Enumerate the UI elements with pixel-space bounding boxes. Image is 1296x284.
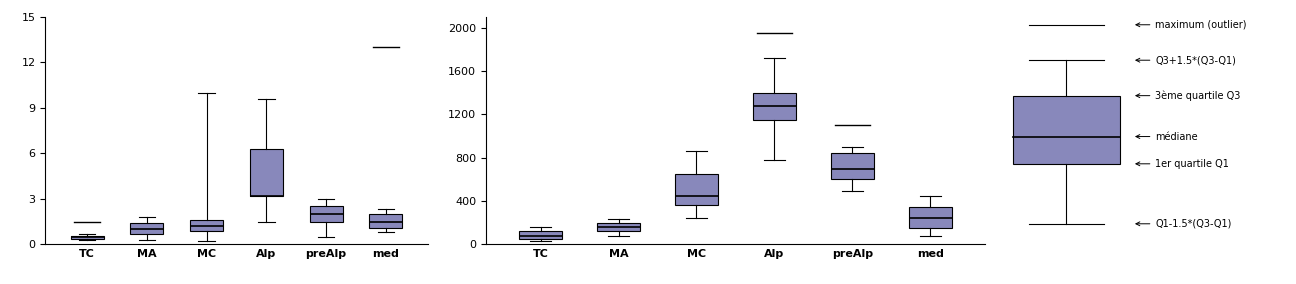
Text: maximum (outlier): maximum (outlier) — [1135, 20, 1247, 30]
Bar — [1012, 96, 1120, 164]
PathPatch shape — [753, 93, 796, 120]
PathPatch shape — [675, 174, 718, 205]
Text: 1er quartile Q1: 1er quartile Q1 — [1135, 159, 1230, 169]
PathPatch shape — [597, 223, 640, 231]
PathPatch shape — [831, 153, 874, 179]
Text: médiane: médiane — [1135, 131, 1198, 141]
Text: Q3+1.5*(Q3-Q1): Q3+1.5*(Q3-Q1) — [1135, 55, 1236, 65]
PathPatch shape — [369, 214, 402, 227]
PathPatch shape — [71, 236, 104, 239]
PathPatch shape — [520, 231, 562, 239]
PathPatch shape — [131, 223, 163, 234]
PathPatch shape — [310, 206, 342, 222]
PathPatch shape — [908, 207, 951, 228]
PathPatch shape — [250, 149, 283, 196]
Text: 3ème quartile Q3: 3ème quartile Q3 — [1135, 90, 1240, 101]
Text: Q1-1.5*(Q3-Q1): Q1-1.5*(Q3-Q1) — [1135, 219, 1231, 229]
PathPatch shape — [191, 220, 223, 231]
